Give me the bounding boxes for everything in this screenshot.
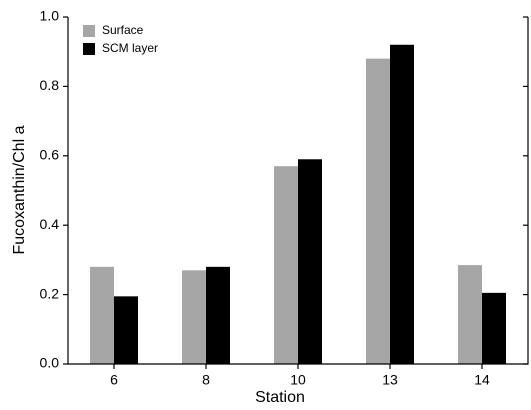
x-tick-label: 14 [474, 372, 490, 388]
x-tick-label: 10 [290, 372, 306, 388]
legend-label: SCM layer [102, 41, 158, 55]
x-tick-label: 8 [202, 372, 210, 388]
bar [482, 292, 506, 364]
x-tick-label: 13 [382, 372, 398, 388]
x-axis-label: Station [255, 389, 305, 406]
legend-label: Surface [102, 23, 144, 37]
y-tick-label: 0.6 [40, 147, 60, 163]
x-tick-label: 6 [110, 372, 118, 388]
legend-swatch [83, 43, 95, 55]
y-tick-label: 0.8 [40, 77, 60, 93]
bar [458, 265, 482, 364]
bar [390, 44, 414, 364]
bar [298, 159, 322, 364]
y-tick-label: 0.2 [40, 285, 60, 301]
bar [274, 166, 298, 364]
y-tick-label: 0.0 [40, 355, 60, 371]
bar [182, 270, 206, 364]
y-tick-label: 0.4 [40, 216, 60, 232]
legend-swatch [83, 25, 95, 37]
y-tick-label: 1.0 [40, 8, 60, 24]
bar [114, 296, 138, 364]
bar [366, 58, 390, 364]
y-axis-label: Fucoxanthin/Chl a [11, 125, 28, 254]
bar [90, 266, 114, 364]
bar [206, 266, 230, 364]
